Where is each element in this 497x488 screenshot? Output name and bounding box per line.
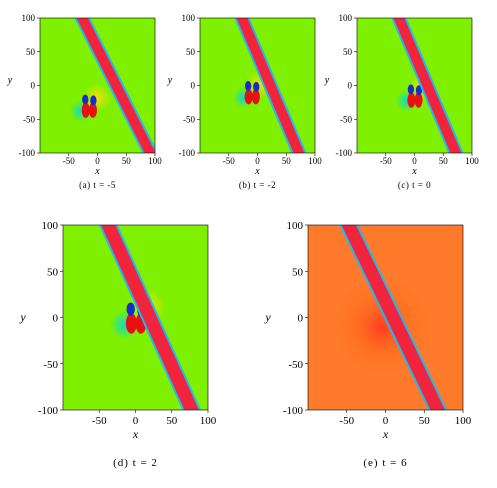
y-tick-label: -100 — [179, 148, 196, 158]
plot-area-d — [63, 225, 208, 410]
lump-peak-left — [125, 313, 137, 334]
y-tick-label: -50 — [43, 359, 58, 371]
x-tick-label: 50 — [122, 156, 132, 166]
y-tick-label: -100 — [38, 405, 59, 417]
lump-halo — [82, 83, 112, 113]
x-axis-label: x — [254, 166, 260, 177]
band-core — [236, 18, 305, 153]
plot-area-e — [308, 225, 463, 410]
x-axis-label: x — [382, 427, 389, 441]
y-tick-label: -50 — [340, 114, 352, 124]
y-tick-label: 0 — [348, 81, 353, 91]
x-tick-label: 100 — [308, 156, 322, 166]
x-tick-label: 50 — [282, 156, 292, 166]
panel-d: -50 0 50 100 100 50 0 -50 -100 x y (d) t = 2 — [19, 220, 216, 469]
y-tick-label: 50 — [343, 47, 353, 57]
x-tick-label: 50 — [439, 156, 449, 166]
y-tick-label: 0 — [191, 81, 196, 91]
y-axis-label: y — [264, 310, 271, 324]
lump-peak-right — [88, 102, 97, 118]
x-tick-label: -50 — [380, 156, 392, 166]
y-tick-label: -50 — [183, 114, 195, 124]
panel-caption: (e) t = 6 — [363, 457, 407, 469]
plot-area-b — [200, 18, 315, 153]
lump-peak-left — [244, 89, 253, 105]
y-tick-label: -100 — [283, 405, 304, 417]
y-tick-label: 50 — [186, 47, 196, 57]
panel-c: -50 0 50 100 100 50 0 -50 -100 x y (c) t = 0 — [324, 13, 479, 190]
panel-caption: (a) t = -5 — [79, 180, 116, 190]
panel-caption: (d) t = 2 — [113, 457, 158, 469]
y-tick-label: 100 — [22, 13, 36, 23]
y-tick-label: 0 — [53, 313, 59, 325]
x-tick-label: 0 — [255, 156, 260, 166]
x-tick-label: 0 — [383, 415, 389, 427]
x-axis-label: x — [132, 427, 139, 441]
y-tick-label: -50 — [23, 114, 35, 124]
x-axis-label: x — [94, 166, 100, 177]
x-tick-label: -50 — [223, 156, 235, 166]
panel-e: -50 0 50 100 100 50 0 -50 -100 x y (e) t = 6 — [264, 220, 471, 469]
plot-area-a — [40, 18, 155, 153]
y-tick-label: 50 — [292, 266, 304, 278]
y-axis-label: y — [19, 310, 26, 324]
x-tick-label: 100 — [148, 156, 162, 166]
x-tick-label: 0 — [412, 156, 417, 166]
lump-peak-left — [81, 102, 90, 118]
x-tick-label: -50 — [92, 415, 107, 427]
panel-caption: (b) t = -2 — [239, 180, 276, 190]
panel-caption: (c) t = 0 — [398, 180, 431, 190]
x-tick-label: 0 — [95, 156, 100, 166]
y-axis-label: y — [7, 75, 13, 86]
lump-trough-right — [90, 95, 97, 106]
x-tick-label: 100 — [455, 415, 472, 427]
lump-trough-right — [415, 85, 423, 96]
y-tick-label: -100 — [336, 148, 353, 158]
lump-peak-right — [251, 89, 260, 105]
lump-peak-left — [407, 92, 416, 108]
x-tick-label: 100 — [200, 415, 217, 427]
x-axis-label: x — [411, 166, 417, 177]
lump-peak-right — [414, 92, 423, 108]
y-tick-label: 100 — [287, 220, 304, 232]
x-tick-label: 50 — [419, 415, 431, 427]
x-tick-label: 0 — [133, 415, 139, 427]
y-tick-label: 0 — [298, 313, 304, 325]
plot-area-c — [357, 18, 472, 153]
x-tick-label: -50 — [339, 415, 354, 427]
y-tick-label: 100 — [182, 13, 196, 23]
y-tick-label: 0 — [31, 81, 36, 91]
band-core — [76, 18, 155, 153]
y-tick-label: 100 — [339, 13, 353, 23]
lump-trough-left — [126, 302, 135, 316]
lump-trough-left — [407, 84, 415, 95]
y-tick-label: -100 — [19, 148, 36, 158]
lump-trough-left — [82, 94, 89, 105]
band-core — [393, 18, 462, 153]
panel-b: -50 0 50 100 100 50 0 -50 -100 x y (b) t = -2 — [167, 13, 322, 190]
y-axis-label: y — [324, 75, 330, 86]
y-tick-label: 50 — [26, 47, 36, 57]
x-tick-label: 50 — [166, 415, 178, 427]
y-tick-label: 50 — [47, 266, 59, 278]
band-core — [341, 225, 446, 410]
x-tick-label: -50 — [63, 156, 75, 166]
band-core — [101, 225, 199, 410]
lump-trough-left — [245, 81, 252, 91]
y-tick-label: -50 — [288, 359, 303, 371]
y-tick-label: 100 — [42, 220, 59, 232]
x-tick-label: 100 — [465, 156, 479, 166]
lump-trough-right — [253, 81, 260, 92]
y-axis-label: y — [167, 75, 173, 86]
panel-a: -50 0 50 100 100 50 0 -50 -100 x y (a) t = -5 — [7, 13, 162, 190]
